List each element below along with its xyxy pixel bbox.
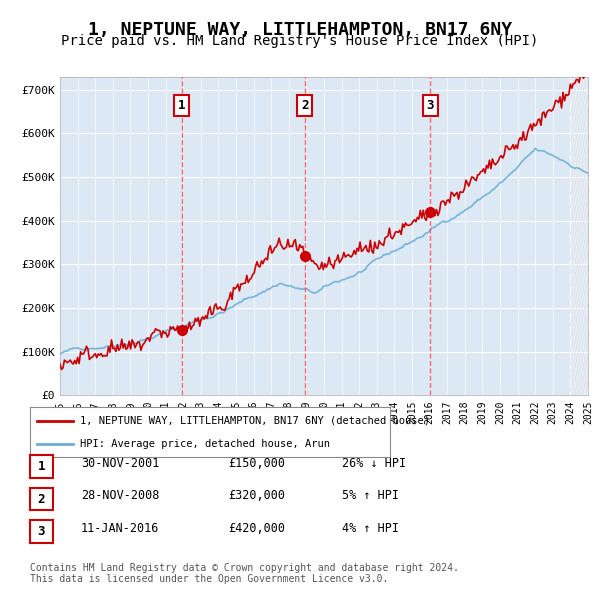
Text: This data is licensed under the Open Government Licence v3.0.: This data is licensed under the Open Gov… bbox=[30, 574, 388, 584]
Text: 11-JAN-2016: 11-JAN-2016 bbox=[81, 522, 160, 535]
Text: £150,000: £150,000 bbox=[228, 457, 285, 470]
Text: £420,000: £420,000 bbox=[228, 522, 285, 535]
Text: HPI: Average price, detached house, Arun: HPI: Average price, detached house, Arun bbox=[80, 439, 331, 449]
Polygon shape bbox=[571, 77, 588, 395]
Text: 28-NOV-2008: 28-NOV-2008 bbox=[81, 489, 160, 502]
Text: 30-NOV-2001: 30-NOV-2001 bbox=[81, 457, 160, 470]
Text: 1: 1 bbox=[38, 460, 45, 473]
Text: 2: 2 bbox=[38, 493, 45, 506]
Text: 1: 1 bbox=[178, 99, 185, 112]
Text: 5% ↑ HPI: 5% ↑ HPI bbox=[342, 489, 399, 502]
Text: 3: 3 bbox=[38, 525, 45, 538]
Text: 1, NEPTUNE WAY, LITTLEHAMPTON, BN17 6NY (detached house): 1, NEPTUNE WAY, LITTLEHAMPTON, BN17 6NY … bbox=[80, 415, 430, 425]
Text: 26% ↓ HPI: 26% ↓ HPI bbox=[342, 457, 406, 470]
Text: 4% ↑ HPI: 4% ↑ HPI bbox=[342, 522, 399, 535]
Text: Contains HM Land Registry data © Crown copyright and database right 2024.: Contains HM Land Registry data © Crown c… bbox=[30, 563, 459, 573]
Text: £320,000: £320,000 bbox=[228, 489, 285, 502]
Text: 3: 3 bbox=[427, 99, 434, 112]
Text: 2: 2 bbox=[301, 99, 309, 112]
Text: 1, NEPTUNE WAY, LITTLEHAMPTON, BN17 6NY: 1, NEPTUNE WAY, LITTLEHAMPTON, BN17 6NY bbox=[88, 21, 512, 39]
Text: Price paid vs. HM Land Registry's House Price Index (HPI): Price paid vs. HM Land Registry's House … bbox=[61, 34, 539, 48]
